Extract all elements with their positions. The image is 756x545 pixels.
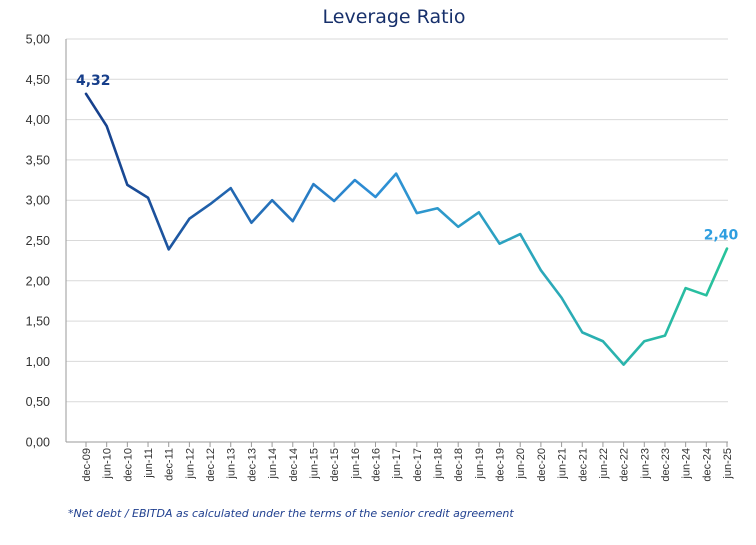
y-tick-label: 2,00: [26, 274, 50, 288]
data-label: 2,40: [704, 228, 739, 244]
x-tick-label: jun-21: [557, 448, 569, 480]
y-tick-label: 4,00: [26, 113, 50, 127]
x-tick-label: jun-19: [474, 448, 486, 480]
x-tick-label: dec-09: [81, 448, 93, 482]
series-line: [84, 92, 729, 366]
x-tick-label: dec-16: [370, 448, 382, 482]
x-tick-label: jun-22: [598, 448, 610, 480]
x-tick-label: dec-17: [412, 448, 424, 482]
x-tick-label: jun-15: [308, 448, 320, 480]
x-tick-label: jun-18: [433, 448, 445, 480]
chart-title: Leverage Ratio: [323, 6, 466, 28]
x-tick-label: dec-23: [660, 448, 672, 482]
x-tick-label: dec-22: [619, 448, 631, 482]
y-tick-label: 3,50: [26, 153, 50, 167]
x-tick-label: dec-10: [122, 448, 134, 482]
x-tick-label: dec-18: [453, 448, 465, 482]
gridlines: [66, 38, 728, 403]
x-tick-label: dec-12: [205, 448, 217, 482]
y-tick-label: 0,00: [26, 436, 50, 450]
y-tick-label: 2,50: [26, 234, 50, 248]
x-tick-label: jun-14: [267, 448, 279, 480]
x-tick-label: jun-10: [102, 448, 114, 480]
x-tick-label: jun-23: [639, 448, 651, 480]
x-tick-label: dec-20: [536, 448, 548, 482]
y-tick-label: 0,50: [26, 395, 50, 409]
y-axis: 0,00 0,50 1,00 1,50 2,00 2,50 3,00 3,50 4,00 4,50…: [26, 33, 67, 450]
data-label: 4,32: [76, 73, 111, 89]
y-tick-label: 3,00: [26, 194, 50, 208]
series-layer: [84, 92, 729, 366]
x-tick-label: dec-21: [577, 448, 589, 482]
y-tick-label: 1,50: [26, 315, 50, 329]
x-tick-label: jun-11: [143, 448, 155, 479]
x-tick-label: dec-15: [329, 448, 341, 482]
x-tick-label: dec-14: [288, 448, 300, 482]
x-tick-label: dec-24: [701, 448, 713, 482]
x-axis: dec-09 jun-10 dec-10 jun-11 dec-11 jun-12 dec-…: [66, 441, 734, 482]
footnote: *Net debt / EBITDA as calculated under t…: [68, 507, 514, 520]
y-tick-label: 5,00: [26, 33, 50, 47]
x-tick-label: jun-13: [226, 448, 238, 480]
x-tick-label: jun-12: [184, 448, 196, 480]
y-tick-label: 4,50: [26, 73, 50, 87]
x-tick-label: dec-13: [246, 448, 258, 482]
x-tick-label: jun-16: [350, 448, 362, 480]
data-labels: 4,32 2,40: [76, 73, 739, 244]
x-tick-label: jun-25: [722, 448, 734, 480]
x-tick-label: jun-20: [515, 448, 527, 480]
y-tick-label: 1,00: [26, 355, 50, 369]
x-tick-label: jun-24: [681, 448, 693, 480]
x-tick-label: dec-19: [495, 448, 507, 482]
x-tick-label: jun-17: [391, 448, 403, 480]
x-tick-label: dec-11: [164, 448, 176, 481]
